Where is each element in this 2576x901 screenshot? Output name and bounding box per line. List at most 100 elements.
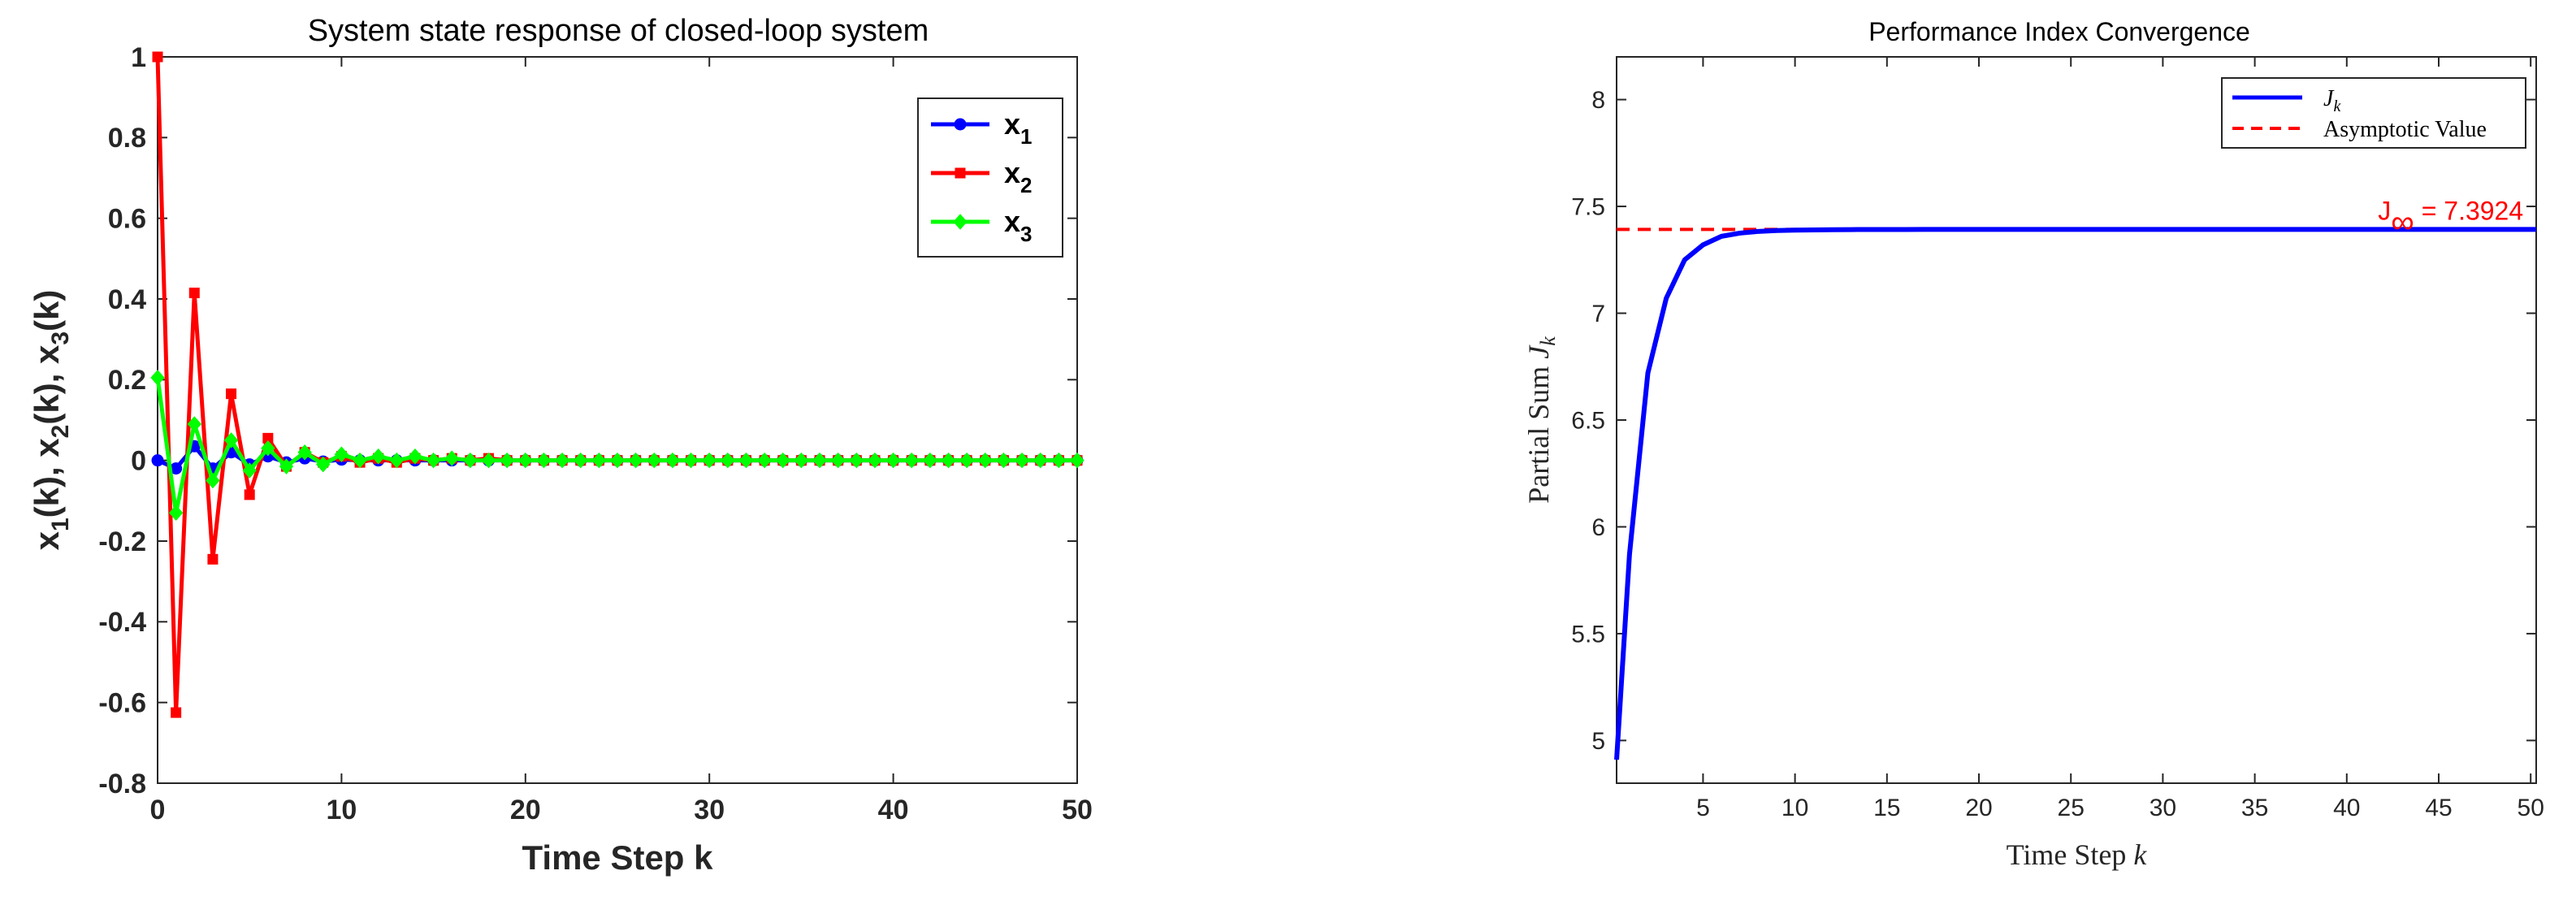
y-tick-label: -0.2 xyxy=(98,526,146,557)
legend: x1 x2 x3 xyxy=(917,97,1063,258)
data-point-marker xyxy=(279,458,294,474)
data-point-marker xyxy=(500,452,514,469)
x-tick-label: 20 xyxy=(1965,795,1992,821)
series-group xyxy=(150,51,1085,718)
data-point-marker xyxy=(591,452,607,469)
x-tick-label: 40 xyxy=(2333,795,2360,821)
legend-box xyxy=(917,97,1063,258)
data-point-marker xyxy=(904,452,919,469)
data-point-marker xyxy=(955,167,966,179)
data-point-marker xyxy=(223,432,239,448)
x-tick-label: 10 xyxy=(326,795,357,825)
data-point-marker xyxy=(812,452,827,469)
data-point-marker xyxy=(244,489,255,500)
data-point-marker xyxy=(316,456,331,473)
y-tick-label: -0.4 xyxy=(98,607,146,638)
data-point-marker xyxy=(794,452,809,469)
y-tick-label: 0.8 xyxy=(108,123,146,154)
y-tick-label: 0.4 xyxy=(108,284,146,315)
y-tick-label: 7 xyxy=(1591,301,1605,327)
data-point-marker xyxy=(954,118,967,131)
data-point-marker xyxy=(371,448,386,465)
data-point-marker xyxy=(206,472,220,489)
y-tick-label: 0 xyxy=(131,446,146,477)
x-tick-labels: 0 10 20 30 40 50 xyxy=(150,795,1093,825)
data-point-marker xyxy=(628,452,643,469)
x-axis-label: Time Step k xyxy=(522,838,714,877)
data-point-marker xyxy=(757,452,772,469)
legend-label-asymptote: Asymptotic Value xyxy=(2323,117,2487,142)
asymptote-annotation: J∞ = 7.3924 xyxy=(2378,196,2523,240)
data-point-marker xyxy=(518,452,533,469)
data-point-marker xyxy=(481,452,496,469)
state-response-chart: System state response of closed-loop sys… xyxy=(28,14,1093,877)
y-tick-label: 5 xyxy=(1591,728,1605,755)
y-tick-label: 1 xyxy=(131,42,146,73)
y-tick-label: 7.5 xyxy=(1571,194,1605,221)
legend-label-x1: x1 xyxy=(1004,107,1033,149)
data-point-marker xyxy=(168,505,184,521)
y-tick-label: 6.5 xyxy=(1571,408,1605,435)
y-tick-label: 6 xyxy=(1591,514,1605,541)
legend-label-Jk: Jk xyxy=(2323,86,2341,115)
data-point-marker xyxy=(1070,452,1085,469)
data-point-marker xyxy=(1015,452,1029,469)
data-point-marker xyxy=(426,452,441,469)
data-point-marker xyxy=(150,370,165,386)
x-tick-labels: 5 10 15 20 25 30 35 40 45 50 xyxy=(1696,795,2544,821)
data-point-marker xyxy=(188,288,200,299)
performance-index-chart: Performance Index Convergence 5 10 15 20 25 3… xyxy=(1522,17,2544,871)
x-axis-label: Time Step k xyxy=(2007,838,2148,871)
data-point-marker xyxy=(721,452,735,469)
plot-area xyxy=(1616,56,2537,784)
data-point-marker xyxy=(831,452,846,469)
data-point-marker xyxy=(738,452,754,469)
x-tick-label: 0 xyxy=(150,795,166,825)
data-point-marker xyxy=(647,452,661,469)
y-tick-label: 8 xyxy=(1591,87,1605,114)
x-tick-label: 50 xyxy=(1062,795,1093,825)
y-tick-label: -0.8 xyxy=(98,769,146,799)
data-point-marker xyxy=(151,454,164,467)
data-point-marker xyxy=(389,452,404,469)
data-point-marker xyxy=(207,553,219,565)
x-tick-label: 10 xyxy=(1782,795,1808,821)
data-point-marker xyxy=(463,452,478,469)
data-point-marker xyxy=(868,452,882,469)
x-tick-label: 30 xyxy=(2150,795,2176,821)
data-point-marker xyxy=(953,214,968,230)
y-tick-labels: -0.8 -0.6 -0.4 -0.2 0 0.2 0.4 0.6 0.8 1 xyxy=(98,42,146,799)
data-point-marker xyxy=(978,452,993,469)
legend-box xyxy=(2221,77,2526,149)
data-point-marker xyxy=(996,452,1011,469)
data-point-marker xyxy=(536,452,552,469)
asymptote-value-label: J∞ = 7.3924 xyxy=(2378,196,2523,240)
series-line-Jk xyxy=(1614,227,2536,760)
x-tick-label: 25 xyxy=(2058,795,2085,821)
data-point-marker xyxy=(923,452,937,469)
data-point-marker xyxy=(226,388,237,400)
x-tick-label: 50 xyxy=(2518,795,2544,821)
data-point-marker xyxy=(187,416,201,432)
data-point-marker xyxy=(683,452,699,469)
data-point-marker xyxy=(171,707,182,718)
y-axis-label: Partial Sum Jk xyxy=(1522,336,1560,504)
data-point-marker xyxy=(242,462,257,479)
y-tick-label: -0.6 xyxy=(98,688,146,719)
data-point-marker xyxy=(555,452,569,469)
data-point-marker xyxy=(353,452,367,469)
chart-title: Performance Index Convergence xyxy=(1868,17,2250,46)
data-point-marker xyxy=(665,452,680,469)
data-point-marker xyxy=(849,452,864,469)
x-tick-label: 45 xyxy=(2425,795,2452,821)
data-point-marker xyxy=(261,440,275,457)
data-point-marker xyxy=(408,448,422,465)
x-tick-label: 5 xyxy=(1696,795,1710,821)
y-tick-labels: 5 5.5 6 6.5 7 7.5 8 xyxy=(1571,87,1605,755)
y-tick-label: 0.2 xyxy=(108,365,146,396)
series-x3 xyxy=(150,370,1085,521)
legend-label-x2: x2 xyxy=(1004,156,1033,197)
data-point-marker xyxy=(959,452,974,469)
